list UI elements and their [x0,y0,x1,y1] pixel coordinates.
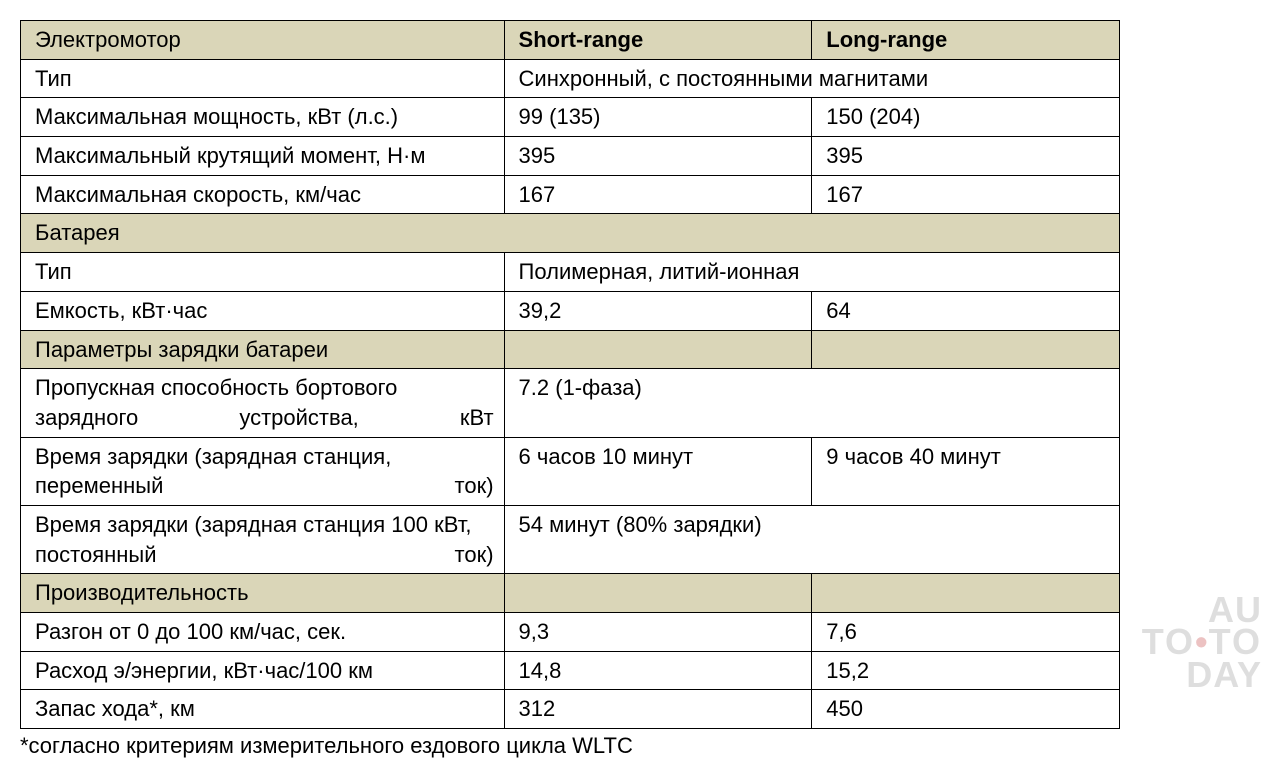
table-row: Пропускная способность бортового зарядно… [21,369,1120,437]
section-label: Параметры зарядки батареи [21,330,505,369]
section-label: Производительность [21,574,505,613]
long-value: 167 [812,175,1120,214]
spec-table-body: ЭлектромоторShort-rangeLong-rangeТипСинх… [21,21,1120,729]
param-label: Запас хода*, км [21,690,505,729]
short-value: 395 [504,137,812,176]
watermark-line1: AU [1142,594,1262,626]
table-row: Батарея [21,214,1120,253]
section-empty [812,330,1120,369]
table-row: Время зарядки (зарядная станция, перемен… [21,437,1120,505]
merged-value: 7.2 (1-фаза) [504,369,1119,437]
merged-value: 54 минут (80% зарядки) [504,505,1119,573]
short-value: 39,2 [504,291,812,330]
param-label: Пропускная способность бортового зарядно… [21,369,505,437]
param-label: Расход э/энергии, кВт·час/100 км [21,651,505,690]
long-value: 7,6 [812,613,1120,652]
long-value: 450 [812,690,1120,729]
param-label: Время зарядки (зарядная станция, перемен… [21,437,505,505]
header-long: Long-range [812,21,1120,60]
watermark-line2: TO•TO [1142,626,1262,658]
short-value: 6 часов 10 минут [504,437,812,505]
table-row: ТипПолимерная, литий-ионная [21,253,1120,292]
table-row: ТипСинхронный, с постоянными магнитами [21,59,1120,98]
section-empty [504,330,812,369]
param-label: Разгон от 0 до 100 км/час, сек. [21,613,505,652]
table-row: Запас хода*, км312450 [21,690,1120,729]
section-label: Батарея [21,214,1120,253]
table-row: Параметры зарядки батареи [21,330,1120,369]
table-row: Производительность [21,574,1120,613]
watermark-autotoday: AU TO•TO DAY [1142,594,1262,691]
long-value: 150 (204) [812,98,1120,137]
section-empty [812,574,1120,613]
param-label: Время зарядки (зарядная станция 100 кВт,… [21,505,505,573]
table-row: Емкость, кВт·час39,264 [21,291,1120,330]
short-value: 167 [504,175,812,214]
param-label: Максимальная скорость, км/час [21,175,505,214]
short-value: 99 (135) [504,98,812,137]
table-row: Максимальный крутящий момент, Н·м395395 [21,137,1120,176]
short-value: 14,8 [504,651,812,690]
table-footnote: *согласно критериям измерительного ездов… [20,729,1120,759]
long-value: 15,2 [812,651,1120,690]
long-value: 395 [812,137,1120,176]
section-empty [504,574,812,613]
short-value: 312 [504,690,812,729]
long-value: 9 часов 40 минут [812,437,1120,505]
table-row: Расход э/энергии, кВт·час/100 км14,815,2 [21,651,1120,690]
param-label: Максимальный крутящий момент, Н·м [21,137,505,176]
param-label: Максимальная мощность, кВт (л.с.) [21,98,505,137]
header-row: ЭлектромоторShort-rangeLong-range [21,21,1120,60]
param-label: Емкость, кВт·час [21,291,505,330]
table-row: Максимальная мощность, кВт (л.с.)99 (135… [21,98,1120,137]
long-value: 64 [812,291,1120,330]
table-row: Максимальная скорость, км/час167167 [21,175,1120,214]
table-row: Разгон от 0 до 100 км/час, сек.9,37,6 [21,613,1120,652]
merged-value: Полимерная, литий-ионная [504,253,1119,292]
spec-table: ЭлектромоторShort-rangeLong-rangeТипСинх… [20,20,1120,729]
param-label: Тип [21,253,505,292]
param-label: Тип [21,59,505,98]
header-param: Электромотор [21,21,505,60]
header-short: Short-range [504,21,812,60]
watermark-line3: DAY [1142,659,1262,691]
short-value: 9,3 [504,613,812,652]
merged-value: Синхронный, с постоянными магнитами [504,59,1119,98]
table-row: Время зарядки (зарядная станция 100 кВт,… [21,505,1120,573]
